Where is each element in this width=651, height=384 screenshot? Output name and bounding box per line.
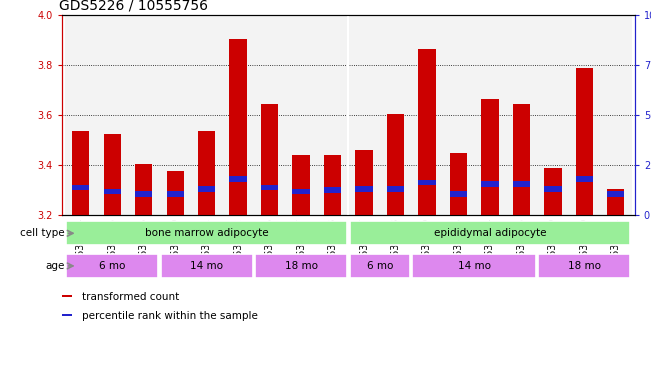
Bar	[350, 254, 410, 278]
Bar	[387, 114, 404, 215]
Bar	[104, 134, 121, 215]
Text: transformed count: transformed count	[82, 291, 179, 301]
Bar	[167, 171, 184, 215]
Bar	[607, 189, 624, 215]
Bar	[443, 15, 474, 215]
Bar	[600, 15, 631, 215]
Bar	[411, 15, 443, 215]
Text: GDS5226 / 10555756: GDS5226 / 10555756	[59, 0, 208, 13]
Bar	[66, 254, 158, 278]
Bar	[229, 176, 247, 182]
Bar	[355, 150, 372, 215]
Bar	[66, 221, 347, 245]
Bar	[513, 104, 530, 215]
Text: 14 mo: 14 mo	[190, 261, 223, 271]
Bar	[135, 191, 152, 197]
Text: bone marrow adipocyte: bone marrow adipocyte	[145, 228, 268, 238]
Bar	[481, 99, 499, 215]
Bar	[419, 180, 436, 185]
Bar	[198, 131, 215, 215]
Bar	[104, 189, 121, 194]
Bar	[198, 186, 215, 192]
Text: age: age	[46, 261, 65, 271]
Bar	[350, 221, 630, 245]
Bar	[254, 15, 285, 215]
Bar	[324, 155, 341, 215]
Bar	[292, 155, 310, 215]
Bar	[62, 314, 72, 316]
Bar	[72, 131, 89, 215]
Bar	[450, 152, 467, 215]
Bar	[387, 186, 404, 192]
Bar	[261, 185, 278, 190]
Bar	[538, 254, 630, 278]
Text: 14 mo: 14 mo	[458, 261, 491, 271]
Bar	[255, 254, 347, 278]
Bar	[380, 15, 411, 215]
Text: cell type: cell type	[20, 228, 65, 238]
Bar	[229, 39, 247, 215]
Bar	[450, 191, 467, 197]
Bar	[607, 191, 624, 197]
Bar	[413, 254, 536, 278]
Bar	[474, 15, 506, 215]
Bar	[544, 186, 562, 192]
Bar	[537, 15, 568, 215]
Bar	[62, 295, 72, 297]
Bar	[191, 15, 223, 215]
Bar	[135, 164, 152, 215]
Bar	[317, 15, 348, 215]
Bar	[167, 191, 184, 197]
Bar	[72, 185, 89, 190]
Text: percentile rank within the sample: percentile rank within the sample	[82, 311, 258, 321]
Bar	[481, 181, 499, 187]
Bar	[65, 15, 96, 215]
Bar	[128, 15, 159, 215]
Bar	[419, 49, 436, 215]
Bar	[96, 15, 128, 215]
Bar	[575, 68, 593, 215]
Bar	[575, 176, 593, 182]
Bar	[348, 15, 380, 215]
Bar	[261, 104, 278, 215]
Text: 6 mo: 6 mo	[367, 261, 393, 271]
Bar	[159, 15, 191, 215]
Bar	[568, 15, 600, 215]
Bar	[324, 187, 341, 193]
Bar	[513, 181, 530, 187]
Bar	[506, 15, 537, 215]
Text: 6 mo: 6 mo	[99, 261, 126, 271]
Text: 18 mo: 18 mo	[284, 261, 318, 271]
Bar	[285, 15, 317, 215]
Bar	[355, 186, 372, 192]
Text: 18 mo: 18 mo	[568, 261, 601, 271]
Bar	[544, 167, 562, 215]
Bar	[161, 254, 253, 278]
Text: epididymal adipocyte: epididymal adipocyte	[434, 228, 546, 238]
Bar	[223, 15, 254, 215]
Bar	[292, 189, 310, 194]
